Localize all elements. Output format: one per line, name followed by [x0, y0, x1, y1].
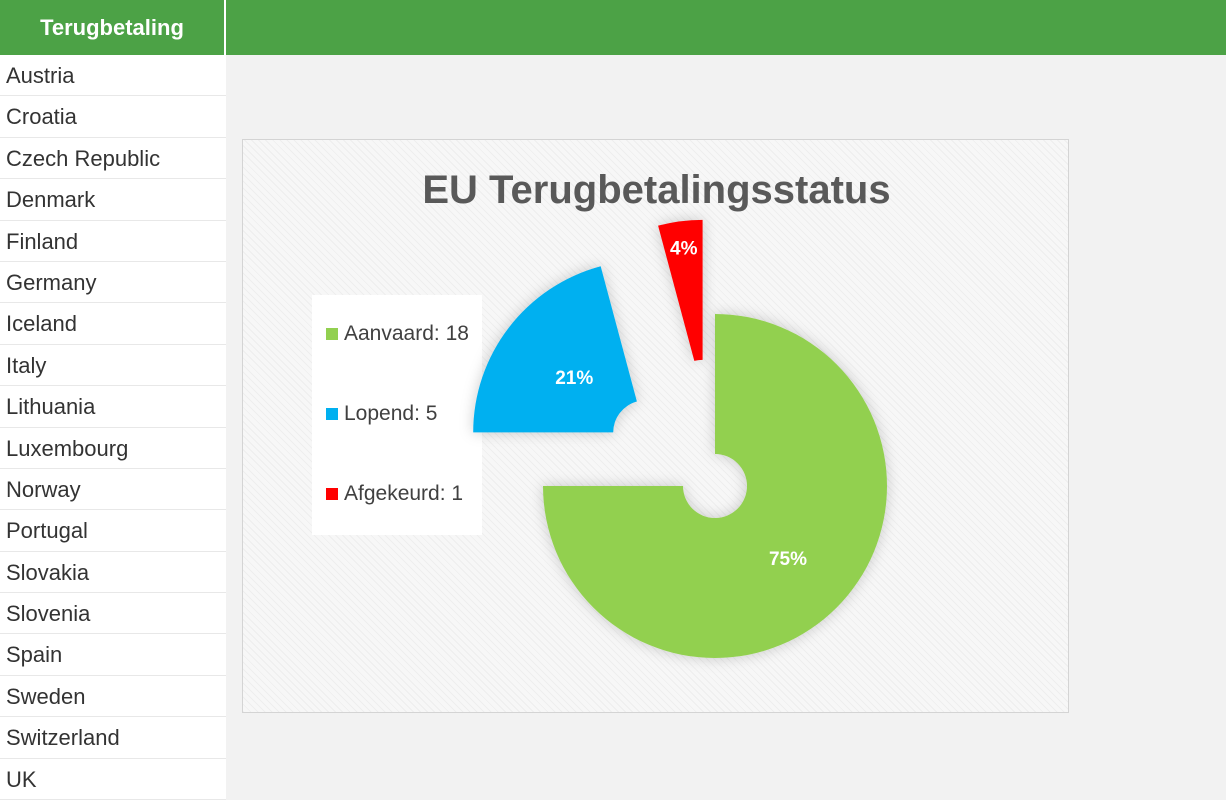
legend-swatch [326, 408, 338, 420]
sidebar-item-slovenia[interactable]: Slovenia [0, 593, 226, 635]
country-list: Austria Croatia Czech Republic Denmark Finla… [0, 55, 226, 800]
sidebar-item-finland[interactable]: Finland [0, 221, 226, 262]
pie-label-lopend: 21% [555, 368, 593, 389]
sidebar-item-lithuania[interactable]: Lithuania [0, 386, 226, 428]
pie-label-aanvaard: 75% [769, 549, 807, 570]
legend-swatch [326, 488, 338, 500]
page-title: Terugbetaling [0, 0, 226, 55]
sidebar-item-iceland[interactable]: Iceland [0, 303, 226, 345]
sidebar-item-spain[interactable]: Spain [0, 634, 226, 676]
legend-item-aanvaard: Aanvaard: 18 [326, 322, 469, 346]
pie-slice-lopend [473, 266, 637, 433]
chart-panel: EU Terugbetalingsstatus Aanvaard: 18 Lope… [242, 139, 1069, 713]
pie-label-afgekeurd: 4% [670, 239, 698, 260]
sidebar-item-austria[interactable]: Austria [0, 55, 226, 97]
legend-label: Afgekeurd: 1 [344, 482, 464, 505]
sidebar-item-luxembourg[interactable]: Luxembourg [0, 428, 226, 469]
sidebar-item-norway[interactable]: Norway [0, 469, 226, 511]
pie-slice-afgekeurd [658, 219, 703, 361]
sidebar-item-germany[interactable]: Germany [0, 262, 226, 304]
legend-swatch [326, 328, 338, 340]
sidebar-item-denmark[interactable]: Denmark [0, 179, 226, 221]
sidebar-item-italy[interactable]: Italy [0, 345, 226, 387]
pie-chart: 75% 21% 4% [473, 219, 887, 658]
sidebar-item-sweden[interactable]: Sweden [0, 676, 226, 718]
chart-legend: Aanvaard: 18 Lopend: 5 Afgekeurd: 1 [312, 295, 482, 535]
sidebar-item-portugal[interactable]: Portugal [0, 510, 226, 552]
legend-item-lopend: Lopend: 5 [326, 402, 437, 426]
sidebar-item-slovakia[interactable]: Slovakia [0, 552, 226, 594]
chart-title: EU Terugbetalingsstatus [422, 168, 891, 212]
legend-item-afgekeurd: Afgekeurd: 1 [326, 482, 463, 506]
legend-label: Lopend: 5 [344, 402, 438, 425]
sidebar-item-czech-republic[interactable]: Czech Republic [0, 138, 226, 180]
sidebar-item-uk[interactable]: UK [0, 759, 226, 800]
pie-slice-aanvaard [543, 314, 887, 658]
sidebar-item-croatia[interactable]: Croatia [0, 96, 226, 138]
legend-label: Aanvaard: 18 [344, 322, 469, 345]
sidebar-item-switzerland[interactable]: Switzerland [0, 717, 226, 759]
